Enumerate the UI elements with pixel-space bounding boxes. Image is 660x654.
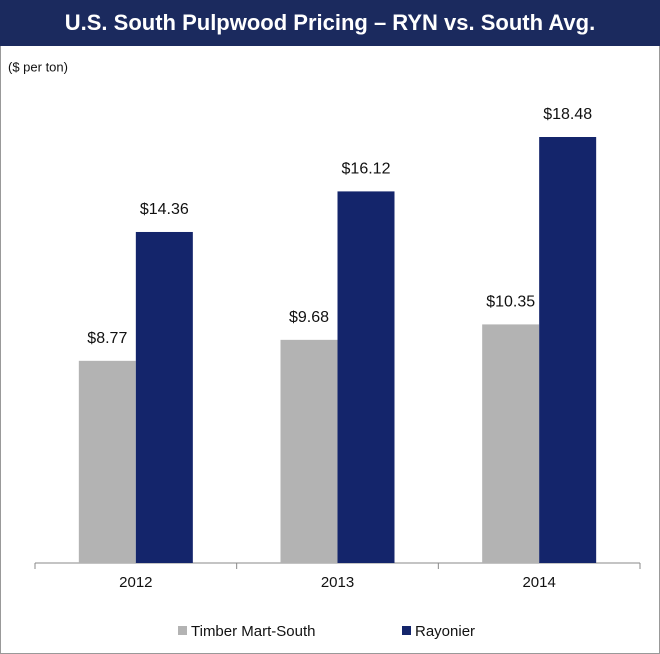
- legend-label: Rayonier: [415, 623, 475, 640]
- value-label: $14.36: [140, 201, 189, 218]
- value-label: $18.48: [543, 106, 592, 123]
- bar: [78, 360, 136, 563]
- title-bar: [0, 0, 660, 46]
- value-label: $16.12: [342, 161, 391, 178]
- bar: [482, 324, 540, 563]
- legend-swatch: [178, 626, 187, 635]
- legend-swatch: [402, 626, 411, 635]
- bar: [135, 231, 193, 563]
- x-tick-label: 2014: [522, 574, 555, 591]
- x-tick-label: 2012: [119, 574, 152, 591]
- bar: [280, 339, 338, 563]
- legend-label: Timber Mart-South: [191, 623, 315, 640]
- value-label: $9.68: [289, 309, 329, 326]
- chart-title: U.S. South Pulpwood Pricing – RYN vs. So…: [65, 10, 595, 35]
- x-tick-label: 2013: [321, 574, 354, 591]
- value-label: $8.77: [87, 330, 127, 347]
- value-label: $10.35: [486, 294, 535, 311]
- bar: [539, 137, 597, 563]
- subtitle: ($ per ton): [8, 59, 68, 74]
- bar: [337, 191, 395, 564]
